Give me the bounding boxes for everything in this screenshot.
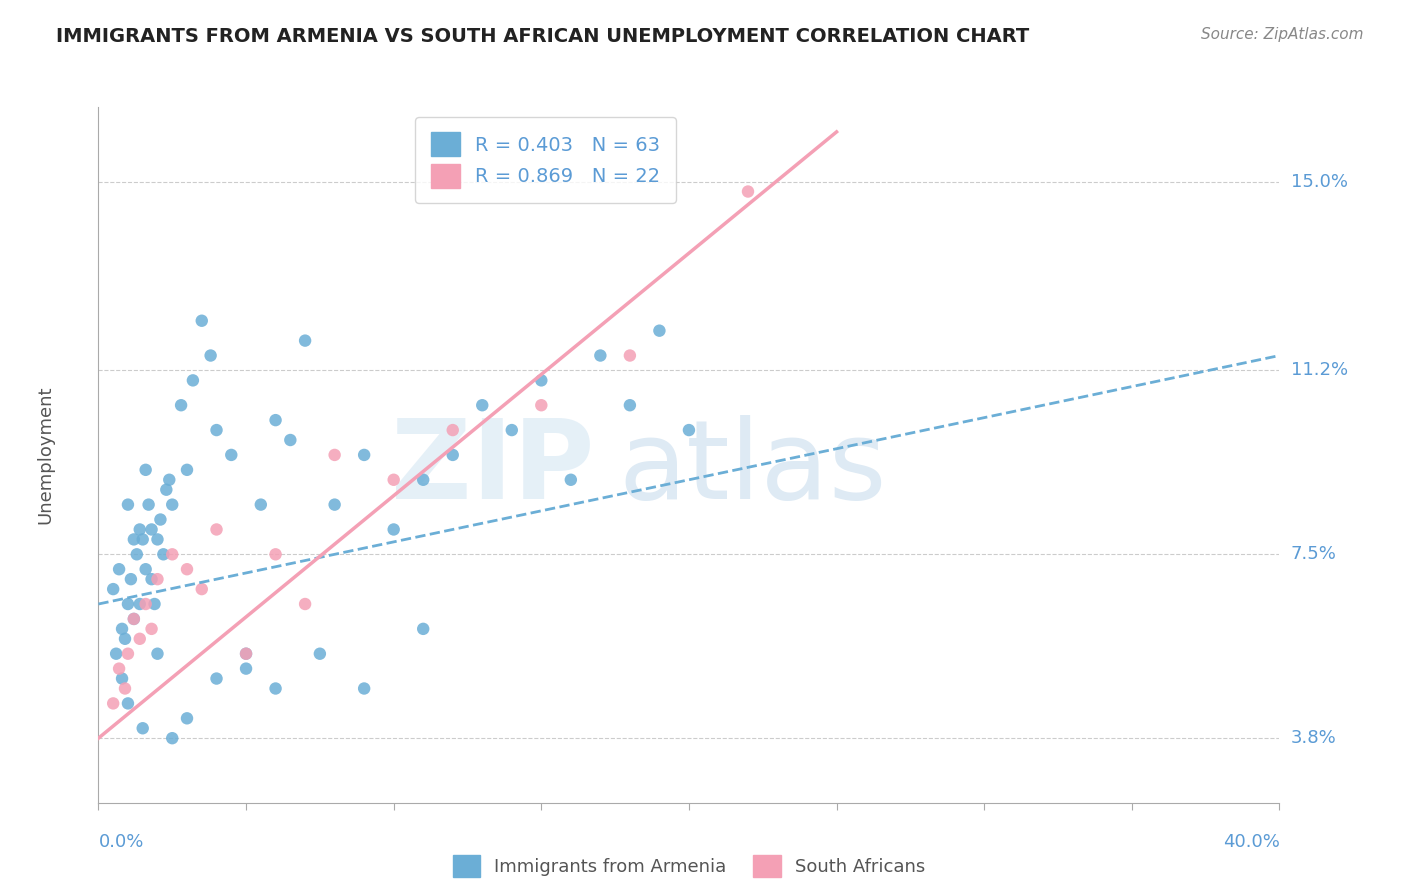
Text: 0.0%: 0.0% <box>98 833 143 851</box>
Point <box>589 349 612 363</box>
Point <box>191 582 214 596</box>
Point <box>152 547 174 561</box>
Text: Unemployment: Unemployment <box>37 385 55 524</box>
Point <box>117 597 139 611</box>
Point <box>278 433 302 447</box>
Point <box>162 731 183 746</box>
Point <box>353 448 375 462</box>
Point <box>323 498 346 512</box>
Text: 11.2%: 11.2% <box>1291 361 1348 379</box>
Point <box>200 349 222 363</box>
Text: Source: ZipAtlas.com: Source: ZipAtlas.com <box>1201 27 1364 42</box>
Point <box>530 373 553 387</box>
Point <box>219 448 243 462</box>
Point <box>114 681 136 696</box>
Point <box>560 473 582 487</box>
Point <box>128 632 150 646</box>
Point <box>205 672 228 686</box>
Point <box>146 533 169 547</box>
Point <box>162 547 183 561</box>
Point <box>157 473 180 487</box>
Point <box>111 672 134 686</box>
Point <box>264 413 287 427</box>
Point <box>149 512 172 526</box>
Point <box>135 463 157 477</box>
Point <box>501 423 523 437</box>
Text: IMMIGRANTS FROM ARMENIA VS SOUTH AFRICAN UNEMPLOYMENT CORRELATION CHART: IMMIGRANTS FROM ARMENIA VS SOUTH AFRICAN… <box>56 27 1029 45</box>
Text: 40.0%: 40.0% <box>1223 833 1279 851</box>
Point <box>122 533 145 547</box>
Point <box>294 597 316 611</box>
Point <box>382 523 405 537</box>
Point <box>323 448 346 462</box>
Point <box>441 448 464 462</box>
Text: atlas: atlas <box>619 416 887 523</box>
Text: ZIP: ZIP <box>391 416 595 523</box>
Point <box>191 314 214 328</box>
Point <box>135 597 157 611</box>
Point <box>382 473 405 487</box>
Text: 3.8%: 3.8% <box>1291 729 1336 747</box>
Point <box>412 622 434 636</box>
Point <box>309 647 332 661</box>
Point <box>155 483 177 497</box>
Point <box>235 662 257 676</box>
Point <box>530 398 553 412</box>
Point <box>412 473 434 487</box>
Point <box>128 597 150 611</box>
Text: 15.0%: 15.0% <box>1291 172 1347 191</box>
Point <box>141 622 163 636</box>
Point <box>648 324 671 338</box>
Point <box>619 349 641 363</box>
Point <box>181 373 204 387</box>
Point <box>235 647 257 661</box>
Point <box>103 697 125 711</box>
Point <box>132 533 155 547</box>
Point <box>205 423 228 437</box>
Point <box>162 498 183 512</box>
Point <box>146 647 169 661</box>
Point <box>122 612 145 626</box>
Point <box>146 572 169 586</box>
Point <box>105 647 128 661</box>
Point <box>170 398 193 412</box>
Point <box>353 681 375 696</box>
Point <box>678 423 700 437</box>
Point <box>176 562 198 576</box>
Legend: Immigrants from Armenia, South Africans: Immigrants from Armenia, South Africans <box>446 847 932 884</box>
Point <box>176 463 198 477</box>
Point <box>108 562 131 576</box>
Point <box>737 185 759 199</box>
Point <box>111 622 134 636</box>
Point <box>108 662 131 676</box>
Text: 7.5%: 7.5% <box>1291 545 1337 564</box>
Point <box>122 612 145 626</box>
Point <box>138 498 160 512</box>
Point <box>619 398 641 412</box>
Point <box>103 582 125 596</box>
Point <box>135 562 157 576</box>
Point <box>132 721 155 735</box>
Point <box>143 597 166 611</box>
Point <box>441 423 464 437</box>
Point <box>250 498 273 512</box>
Point <box>117 697 139 711</box>
Point <box>235 647 257 661</box>
Point <box>120 572 142 586</box>
Point <box>125 547 148 561</box>
Point <box>128 523 150 537</box>
Point <box>176 711 198 725</box>
Point <box>294 334 316 348</box>
Point <box>114 632 136 646</box>
Point <box>205 523 228 537</box>
Point <box>117 498 139 512</box>
Point <box>117 647 139 661</box>
Point <box>141 572 163 586</box>
Point <box>141 523 163 537</box>
Point <box>264 547 287 561</box>
Point <box>471 398 494 412</box>
Point <box>264 681 287 696</box>
